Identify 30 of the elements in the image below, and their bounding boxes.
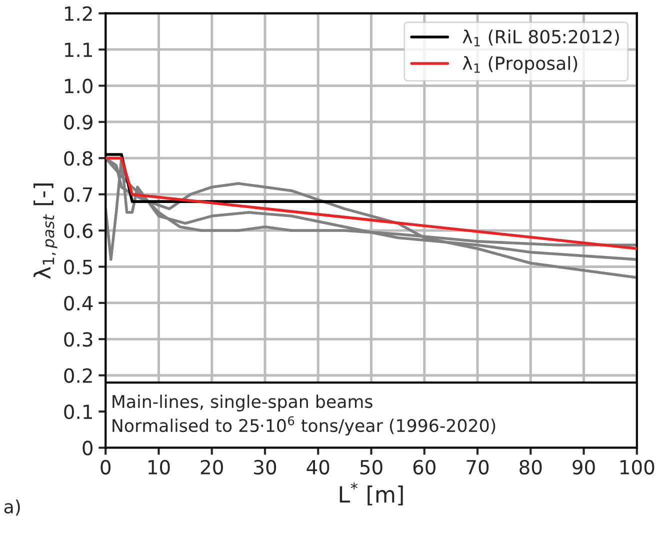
y-tick-label: 0.1 <box>64 404 92 420</box>
annotation: Main-lines, single-span beams Normalised to 25·10$^{6}$ tons/year (1996-2020) <box>112 394 496 436</box>
x-tick-label: 100 <box>620 460 654 475</box>
x-tick-label: 70 <box>466 460 489 475</box>
y-tick-label: 1.2 <box>65 6 92 21</box>
x-tick-label: 90 <box>572 460 595 475</box>
y-tick-label: 0.2 <box>64 368 92 383</box>
x-tick-label: 60 <box>413 460 436 475</box>
x-tick-label: 20 <box>200 460 223 475</box>
y-tick-label: 0.9 <box>64 114 92 130</box>
legend-label: λ$_{1}$ (Proposal) <box>462 56 578 74</box>
y-tick-label: 1.1 <box>65 42 92 57</box>
x-tick-label: 50 <box>360 460 382 475</box>
x-axis-title: L$^{*}$ [m] <box>340 482 403 506</box>
x-tick-label: 80 <box>520 460 542 475</box>
y-tick-label: 0.5 <box>64 260 92 274</box>
legend-label: λ$_{1}$ (RiL 805:2012) <box>462 30 619 46</box>
y-tick-label: 0.7 <box>64 187 92 202</box>
y-tick-label: 0.3 <box>64 332 92 347</box>
y-axis-title: λ$_{1,past}$ [-] <box>34 184 58 279</box>
y-tick-label: 0.8 <box>64 151 92 166</box>
y-tick-label: 0 <box>82 440 93 456</box>
y-tick-label: 0.4 <box>64 296 93 311</box>
text: a) <box>4 500 20 516</box>
x-tick-label: 10 <box>148 460 170 475</box>
x-tick-label: 40 <box>306 460 330 475</box>
y-tick-label: 0.6 <box>64 223 93 238</box>
y-tick-label: 1.0 <box>65 78 93 94</box>
x-tick-label: 0 <box>100 460 110 475</box>
x-tick-label: 30 <box>254 460 276 475</box>
